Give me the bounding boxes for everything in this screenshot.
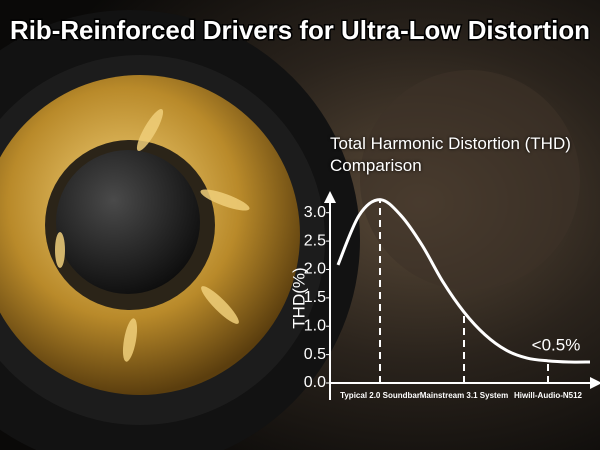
y-tick-label: 0.0	[304, 374, 326, 391]
annotation: <0.5%	[532, 335, 581, 354]
y-tick-label: 0.5	[304, 346, 326, 363]
x-tick-label: Typical 2.0 Soundbar	[340, 391, 420, 400]
y-tick-label: 2.0	[304, 261, 326, 278]
y-tick-label: 1.5	[304, 289, 326, 306]
y-tick-label: 1.0	[304, 317, 326, 334]
dome	[56, 150, 200, 294]
rock	[360, 70, 580, 290]
x-tick-label: Hiwill-Audio-N512	[514, 391, 583, 400]
x-tick-label: Mainstream 3.1 System	[420, 391, 509, 400]
y-axis-label: THD(%)	[289, 267, 308, 328]
y-tick-label: 2.5	[304, 232, 326, 249]
chart-title: Total Harmonic Distortion (THD) Comparis…	[330, 134, 571, 175]
y-tick-label: 3.0	[304, 204, 326, 221]
headline: Rib-Reinforced Drivers for Ultra-Low Dis…	[10, 15, 590, 45]
ribs	[55, 109, 250, 362]
